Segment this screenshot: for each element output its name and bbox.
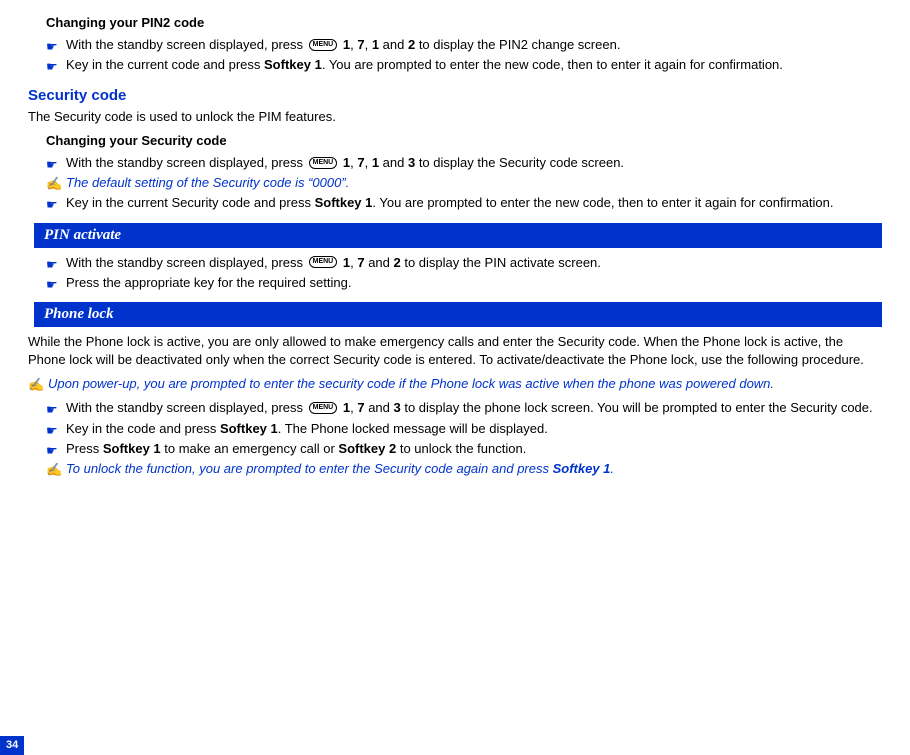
step-text: With the standby screen displayed, press	[66, 400, 307, 415]
security-sub-heading: Changing your Security code	[46, 132, 882, 150]
phone-lock-steps: ☛ With the standby screen displayed, pre…	[46, 399, 882, 478]
step-text: With the standby screen displayed, press	[66, 37, 307, 52]
hand-icon: ☛	[46, 401, 58, 419]
hand-icon: ☛	[46, 38, 58, 56]
step-text: . You are prompted to enter the new code…	[372, 195, 833, 210]
step-item: ✍ Upon power-up, you are prompted to ent…	[28, 375, 882, 393]
step-text: to display the PIN activate screen.	[401, 255, 601, 270]
step-text: and	[379, 155, 408, 170]
hand-icon: ☛	[46, 156, 58, 174]
step-text: and	[379, 37, 408, 52]
hand-icon: ☛	[46, 196, 58, 214]
step-item: ✍ The default setting of the Security co…	[46, 174, 882, 192]
step-text: and	[365, 255, 394, 270]
step-text: to make an emergency call or	[161, 441, 339, 456]
step-text: to display the PIN2 change screen.	[415, 37, 620, 52]
step-text: to display the phone lock screen. You wi…	[401, 400, 873, 415]
menu-icon: MENU	[309, 39, 338, 51]
step-text: and	[365, 400, 394, 415]
menu-icon: MENU	[309, 157, 338, 169]
key-label: 1	[372, 155, 379, 170]
step-item: ☛ With the standby screen displayed, pre…	[46, 154, 882, 172]
step-text: to unlock the function.	[396, 441, 526, 456]
page-number: 34	[0, 736, 24, 755]
key-label: 7	[357, 37, 364, 52]
note-text-part: To unlock the function, you are prompted…	[66, 461, 553, 476]
softkey-label: Softkey 2	[338, 441, 396, 456]
softkey-label: Softkey 1	[220, 421, 278, 436]
phone-lock-banner: Phone lock	[34, 302, 882, 327]
step-text: Key in the code and press	[66, 421, 220, 436]
key-label: 7	[357, 255, 364, 270]
security-intro: The Security code is used to unlock the …	[28, 108, 882, 126]
step-item: ☛ With the standby screen displayed, pre…	[46, 399, 882, 417]
note-text: The default setting of the Security code…	[66, 175, 349, 190]
key-label: 1	[372, 37, 379, 52]
step-text: . You are prompted to enter the new code…	[322, 57, 783, 72]
pin2-heading: Changing your PIN2 code	[46, 14, 882, 32]
note-text: To unlock the function, you are prompted…	[66, 461, 614, 476]
step-item: ☛ Key in the current code and press Soft…	[46, 56, 882, 74]
step-item: ☛ Key in the code and press Softkey 1. T…	[46, 420, 882, 438]
security-steps: ☛ With the standby screen displayed, pre…	[46, 154, 882, 213]
step-item: ☛ With the standby screen displayed, pre…	[46, 254, 882, 272]
step-item: ☛ Key in the current Security code and p…	[46, 194, 882, 212]
softkey-label: Softkey 1	[315, 195, 373, 210]
key-label: 7	[357, 155, 364, 170]
note-text-part: .	[610, 461, 614, 476]
security-code-heading: Security code	[28, 85, 882, 106]
step-text: to display the Security code screen.	[415, 155, 624, 170]
pin-activate-steps: ☛ With the standby screen displayed, pre…	[46, 254, 882, 292]
note-icon: ✍	[46, 461, 62, 479]
phone-lock-top-note: ✍ Upon power-up, you are prompted to ent…	[28, 375, 882, 393]
step-text: Press	[66, 441, 103, 456]
hand-icon: ☛	[46, 58, 58, 76]
step-item: ✍ To unlock the function, you are prompt…	[46, 460, 882, 478]
menu-icon: MENU	[309, 256, 338, 268]
softkey-label: Softkey 1	[103, 441, 161, 456]
step-text: With the standby screen displayed, press	[66, 155, 307, 170]
menu-icon: MENU	[309, 402, 338, 414]
hand-icon: ☛	[46, 442, 58, 460]
softkey-label: Softkey 1	[264, 57, 322, 72]
softkey-label: Softkey 1	[553, 461, 611, 476]
step-item: ☛ Press the appropriate key for the requ…	[46, 274, 882, 292]
step-item: ☛ Press Softkey 1 to make an emergency c…	[46, 440, 882, 458]
pin-activate-banner: PIN activate	[34, 223, 882, 248]
hand-icon: ☛	[46, 256, 58, 274]
step-item: ☛ With the standby screen displayed, pre…	[46, 36, 882, 54]
key-label: 3	[394, 400, 401, 415]
hand-icon: ☛	[46, 276, 58, 294]
step-text: Key in the current code and press	[66, 57, 264, 72]
step-text: ,	[365, 155, 372, 170]
step-text: Key in the current Security code and pre…	[66, 195, 315, 210]
step-text: . The Phone locked message will be displ…	[278, 421, 548, 436]
step-text: ,	[365, 37, 372, 52]
pin2-steps: ☛ With the standby screen displayed, pre…	[46, 36, 882, 74]
hand-icon: ☛	[46, 422, 58, 440]
note-icon: ✍	[28, 376, 44, 394]
key-label: 2	[394, 255, 401, 270]
note-icon: ✍	[46, 175, 62, 193]
step-text: With the standby screen displayed, press	[66, 255, 307, 270]
note-text: Upon power-up, you are prompted to enter…	[48, 376, 774, 391]
phone-lock-para: While the Phone lock is active, you are …	[28, 333, 882, 369]
key-label: 7	[357, 400, 364, 415]
step-text: Press the appropriate key for the requir…	[66, 275, 351, 290]
